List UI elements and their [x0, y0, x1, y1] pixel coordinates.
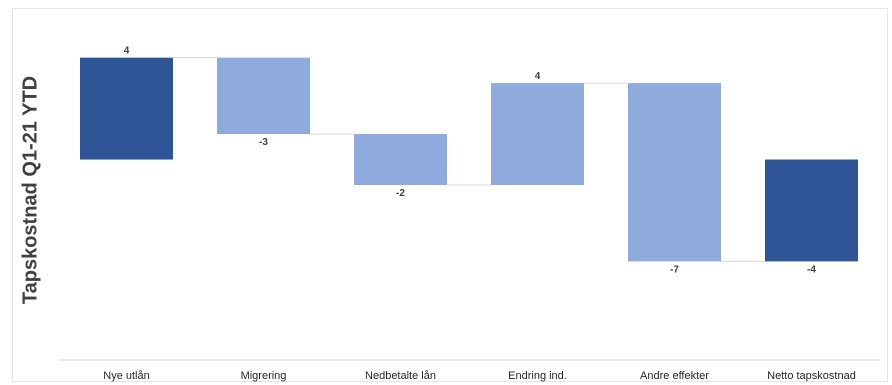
data-label: 4 — [535, 71, 541, 82]
bar — [628, 83, 721, 262]
x-tick-label: Endring ind. — [508, 370, 567, 382]
x-tick-label: Netto tapskostnad — [767, 370, 856, 382]
x-tick-label: Migrering — [241, 370, 287, 382]
data-label: 4 — [124, 46, 130, 57]
data-label: -4 — [807, 264, 816, 275]
data-label: -2 — [396, 188, 405, 199]
x-tick-label: Andre effekter — [640, 370, 709, 382]
bar — [217, 57, 310, 135]
x-tick-label: Nye utlån — [103, 370, 149, 382]
chart-frame — [12, 8, 888, 382]
bar — [765, 159, 858, 262]
x-tick-label: Nedbetalte lån — [365, 370, 436, 382]
bar — [354, 134, 447, 185]
data-label: -3 — [259, 137, 268, 148]
bar — [80, 57, 173, 160]
data-label: -7 — [670, 264, 679, 275]
bar — [491, 83, 584, 185]
